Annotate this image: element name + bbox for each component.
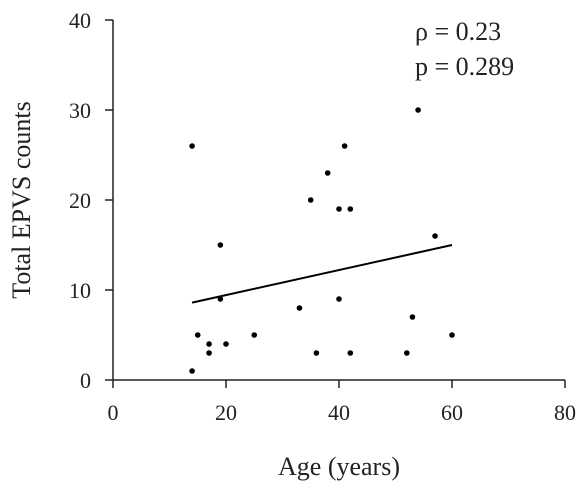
p-value-annotation: p = 0.289: [415, 52, 514, 81]
data-point: [307, 197, 314, 203]
y-tick-label: 30: [69, 98, 91, 123]
data-point: [296, 305, 303, 311]
y-tick-label: 10: [69, 278, 91, 303]
data-point: [217, 242, 224, 248]
trendline-group: [191, 244, 453, 304]
data-point: [251, 332, 258, 338]
y-tick-label: 20: [69, 188, 91, 213]
data-point: [347, 206, 354, 212]
data-point: [206, 341, 212, 347]
x-tick-label: 80: [554, 400, 576, 425]
x-tick-label: 0: [108, 400, 119, 425]
data-point: [313, 350, 320, 356]
data-points: [189, 107, 455, 374]
x-tick-label: 60: [441, 400, 463, 425]
data-point: [189, 368, 195, 374]
data-point: [223, 341, 229, 347]
data-point: [206, 350, 212, 356]
data-point: [189, 143, 195, 149]
y-tick-label: 40: [69, 8, 91, 33]
data-point: [336, 206, 342, 212]
axes: 0 20 40 60 80 0 10 20 30 40: [69, 8, 576, 425]
data-point: [347, 350, 354, 356]
data-point: [194, 332, 201, 338]
data-point: [324, 170, 331, 176]
x-axis-title: Age (years): [278, 452, 400, 481]
data-point: [415, 107, 421, 113]
regression-line: [191, 244, 453, 304]
y-axis-title: Total EPVS counts: [7, 101, 36, 299]
y-tick-label: 0: [80, 368, 91, 393]
x-tick-label: 40: [328, 400, 350, 425]
rho-annotation: ρ = 0.23: [415, 17, 501, 46]
data-point: [409, 314, 416, 320]
data-point: [449, 332, 455, 338]
x-tick-label: 20: [215, 400, 237, 425]
data-point: [404, 350, 410, 356]
data-point: [432, 233, 438, 239]
data-point: [336, 296, 342, 302]
data-point: [341, 143, 348, 149]
